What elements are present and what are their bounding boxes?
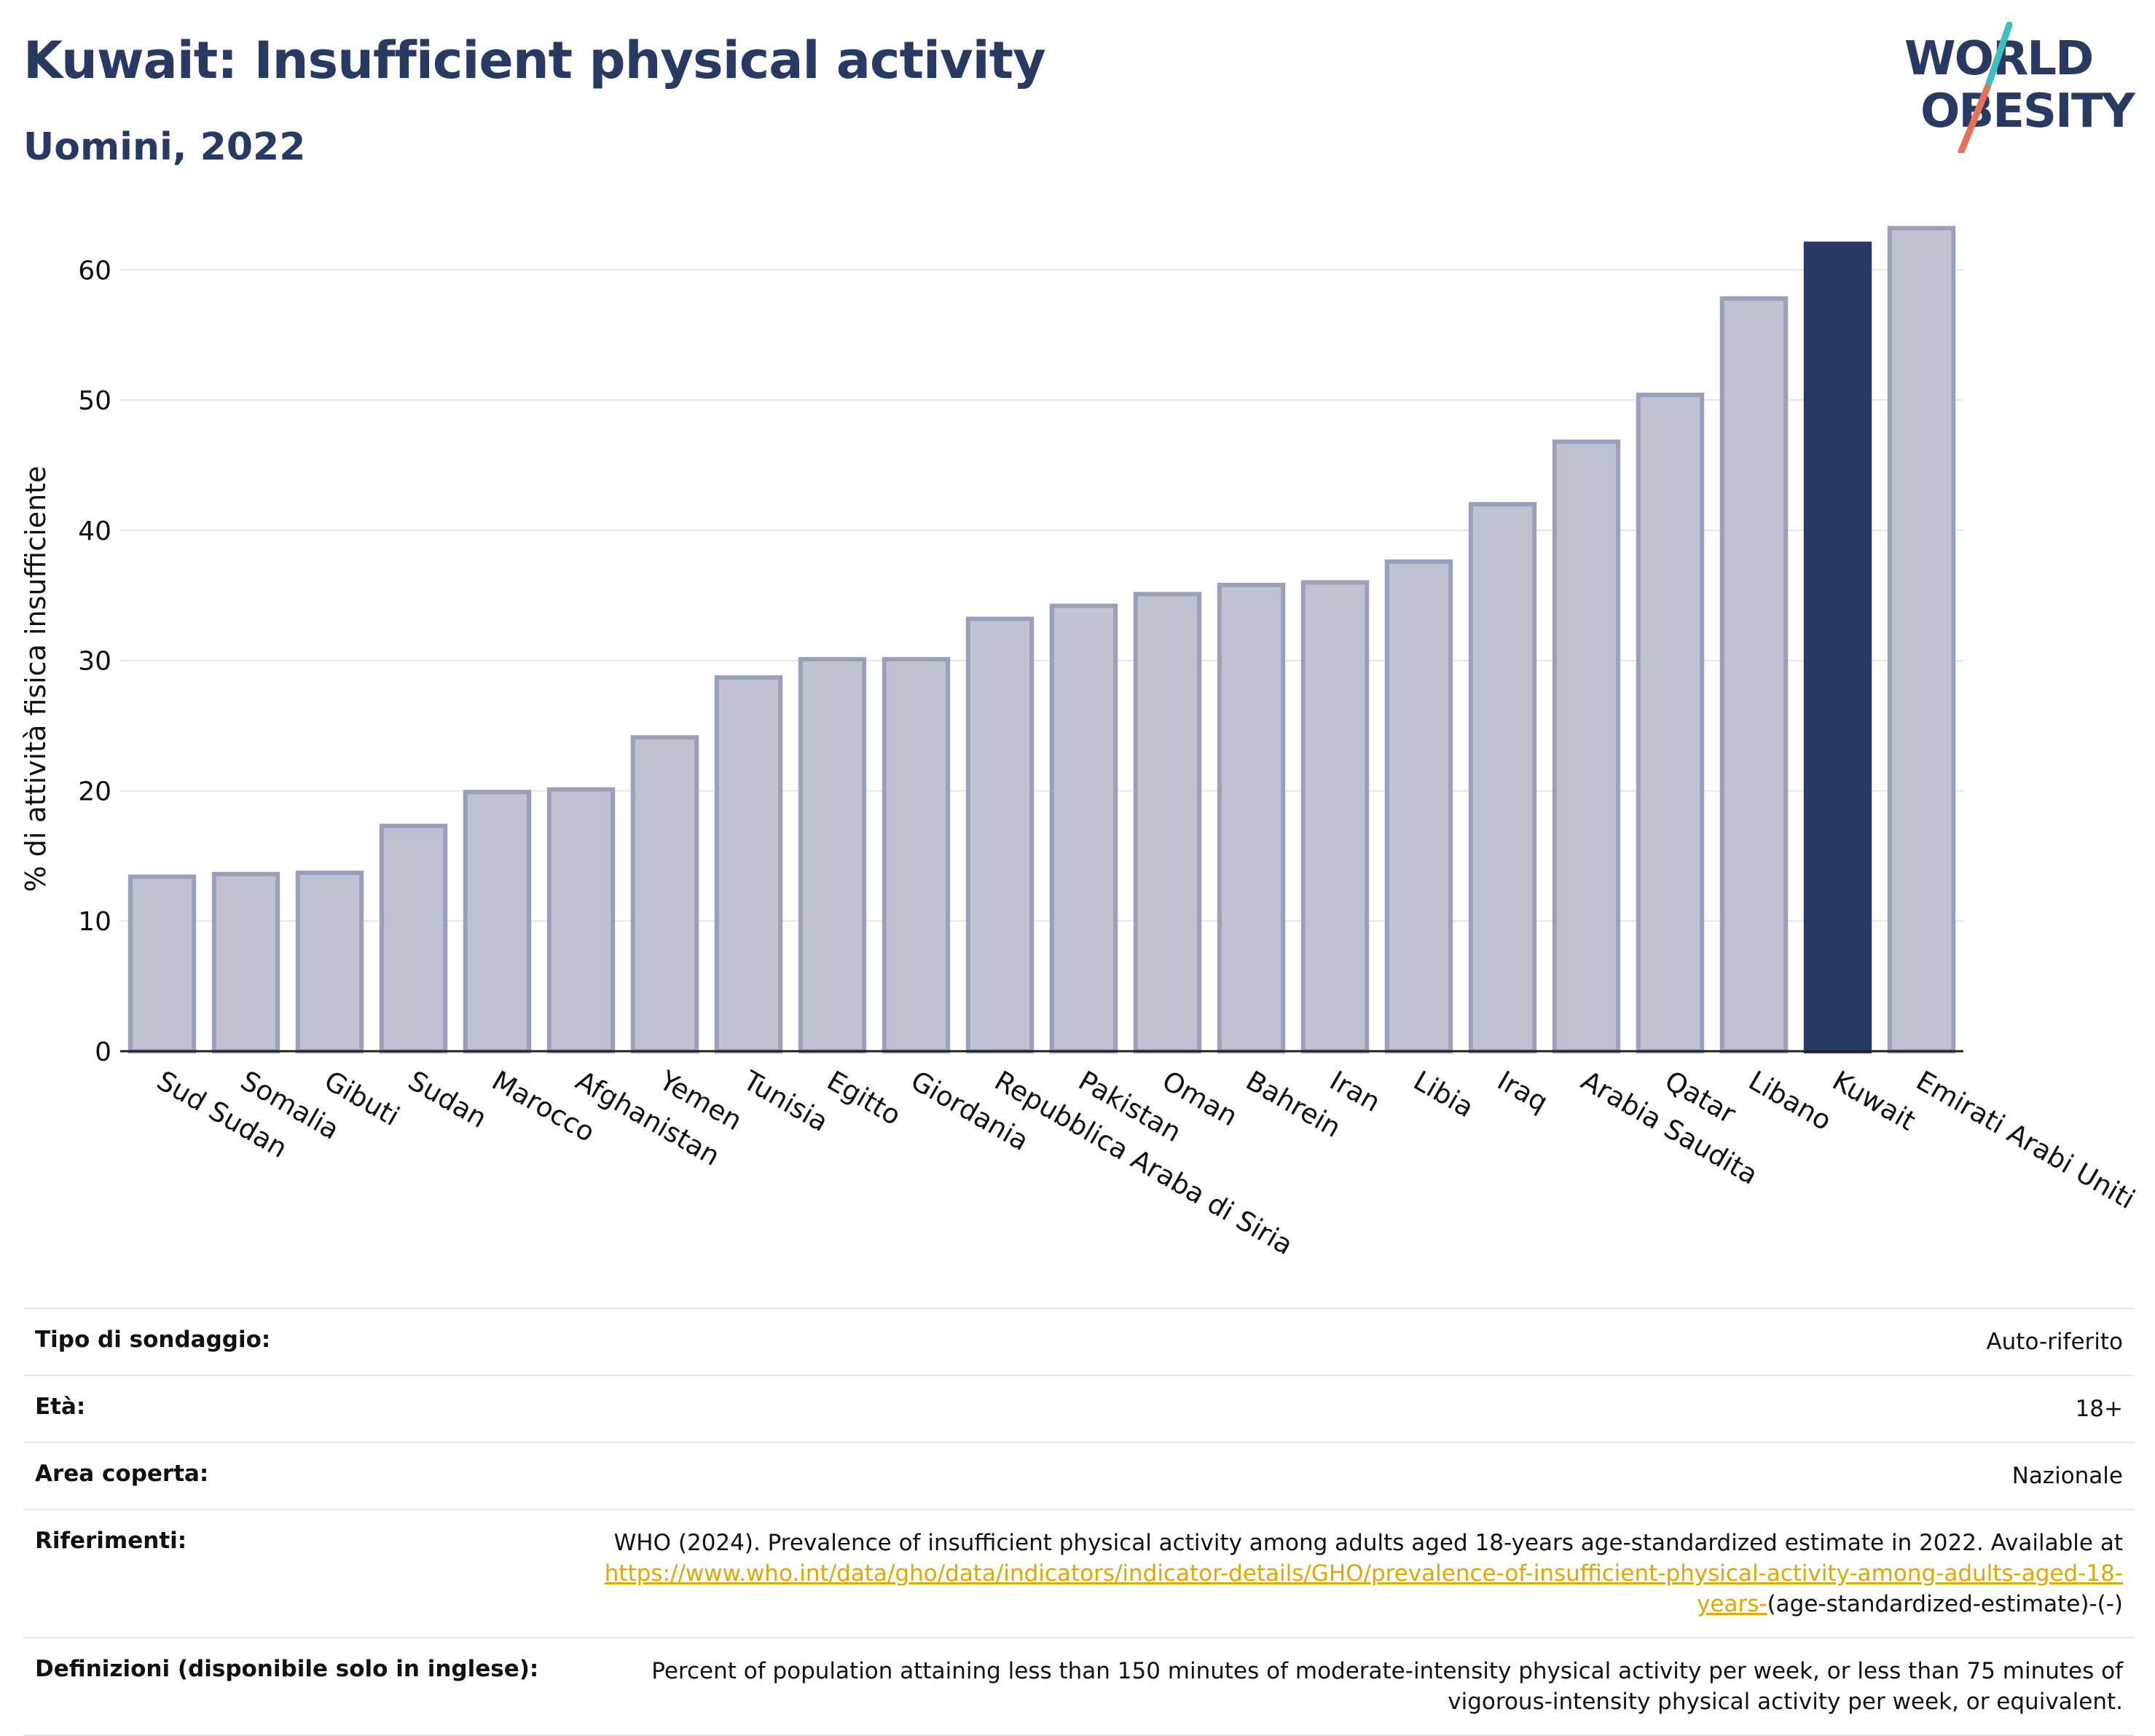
x-tick-label: Kuwait (1827, 1065, 1921, 1137)
chart-subtitle: Uomini, 2022 (23, 125, 306, 169)
bar-sud-sudan (127, 874, 197, 1053)
x-tick-label: Egitto (822, 1065, 906, 1132)
y-tick-label: 0 (95, 1037, 111, 1067)
logo-slash-coral (1958, 84, 1991, 153)
x-tick-label: Iraq (1492, 1065, 1553, 1118)
info-value-survey-type: Auto-riferito (1986, 1329, 2123, 1355)
info-label-area: Area coperta: (35, 1461, 209, 1487)
info-label-survey-type: Tipo di sondaggio: (35, 1327, 271, 1353)
bar-gibuti (295, 871, 364, 1054)
references-suffix: (age-standardized-estimate)-(-) (1767, 1591, 2123, 1617)
bar-arabia-saudita (1552, 439, 1621, 1053)
y-tick-label: 50 (78, 386, 111, 416)
bar-qatar (1636, 393, 1705, 1054)
bar-afghanistan (546, 787, 616, 1053)
bar-tunisia (714, 675, 783, 1053)
info-row-age: Età: 18+ (23, 1375, 2135, 1442)
logo-text-obesity: OBESITY (1920, 85, 2135, 138)
bar-chart: 0 10 20 30 40 50 60 Sud SudanSomaliaGibutiSuda… (20, 226, 2140, 1261)
info-value-references: WHO (2024). Prevalence of insufficient p… (593, 1528, 2123, 1619)
info-row-survey-type: Tipo di sondaggio: Auto-riferito (23, 1308, 2135, 1375)
x-tick-label: Bahrein (1241, 1065, 1346, 1144)
info-row-definitions: Definizioni (disponibile solo in inglese… (23, 1637, 2135, 1736)
y-tick-label: 10 (78, 907, 111, 937)
bar-egitto (798, 656, 867, 1053)
bar-libano (1719, 296, 1789, 1053)
info-label-age: Età: (35, 1394, 86, 1420)
bar-pakistan (1049, 603, 1118, 1053)
bar-emirati-arabi-uniti (1887, 226, 1956, 1053)
info-value-definitions: Percent of population attaining less tha… (651, 1658, 2123, 1715)
bar-iran (1300, 580, 1370, 1053)
world-obesity-logo: WORLD OBESITY (1904, 22, 2137, 153)
references-link[interactable]: https://www.who.int/data/gho/data/indica… (604, 1560, 2123, 1617)
bar-repubblica-araba-di-siria (965, 616, 1035, 1053)
bar-iraq (1468, 502, 1537, 1053)
x-axis-labels: Sud SudanSomaliaGibutiSudanMaroccoAfghan… (152, 1064, 2140, 1261)
info-table: Tipo di sondaggio: Auto-riferito Età: 18… (23, 1308, 2135, 1736)
y-tick-label: 30 (78, 647, 111, 677)
logo-slash-teal (1984, 22, 2013, 91)
bar-giordania (882, 656, 951, 1053)
info-row-area: Area coperta: Nazionale (23, 1442, 2135, 1509)
info-row-references: Riferimenti: WHO (2024). Prevalence of i… (23, 1509, 2135, 1637)
info-value-area: Nazionale (2011, 1463, 2123, 1489)
y-tick-label: 20 (78, 777, 111, 806)
y-axis-ticks: 0 10 20 30 40 50 60 (78, 256, 111, 1067)
bar-marocco (463, 790, 532, 1053)
bar-libia (1384, 559, 1453, 1053)
bar-somalia (211, 871, 280, 1053)
x-tick-label: Emirati Arabi Uniti (1911, 1065, 2140, 1215)
chart-title: Kuwait: Insufficient physical activity (23, 31, 1046, 90)
bars (127, 226, 1956, 1054)
y-tick-label: 60 (78, 256, 111, 286)
info-value-age: 18+ (2075, 1396, 2123, 1422)
x-tick-label: Libia (1408, 1065, 1479, 1124)
bar-sudan (379, 823, 448, 1054)
y-axis-title: % di attività fisica insufficiente (20, 466, 52, 892)
bar-yemen (630, 735, 699, 1053)
bar-kuwait (1803, 241, 1872, 1054)
info-label-definitions: Definizioni (disponibile solo in inglese… (35, 1656, 539, 1682)
x-tick-label: Sudan (403, 1065, 492, 1135)
y-tick-label: 40 (78, 517, 111, 546)
bar-bahrein (1217, 583, 1286, 1053)
references-text: WHO (2024). Prevalence of insufficient p… (613, 1530, 2123, 1556)
x-tick-label: Tunisia (737, 1064, 833, 1138)
info-label-references: Riferimenti: (35, 1528, 187, 1554)
x-tick-label: Libano (1743, 1065, 1837, 1137)
bar-oman (1133, 592, 1202, 1053)
